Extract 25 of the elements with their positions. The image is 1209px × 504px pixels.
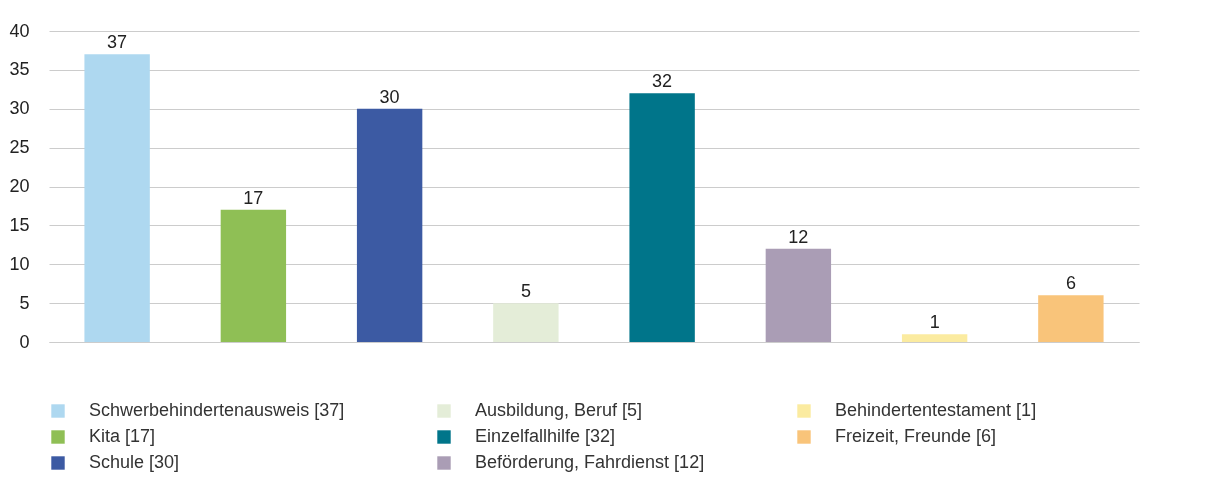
legend-label: Freizeit, Freunde [6] <box>835 426 997 446</box>
data-label: 37 <box>107 32 128 53</box>
y-tick-label: 10 <box>9 253 30 274</box>
y-tick-label: 40 <box>9 20 30 41</box>
legend-label: Einzelfallhilfe [32] <box>475 426 616 446</box>
y-tick-label: 0 <box>19 331 30 352</box>
data-label: 17 <box>243 187 264 208</box>
data-label: 12 <box>788 226 809 247</box>
y-tick-label: 30 <box>9 98 30 119</box>
legend-label: Beförderung, Fahrdienst [12] <box>475 452 705 472</box>
y-tick-label: 5 <box>19 292 30 313</box>
y-tick-label: 35 <box>9 59 30 80</box>
y-tick-label: 25 <box>9 137 30 158</box>
legend-label: Schule [30] <box>89 452 180 472</box>
data-label: 30 <box>379 86 400 107</box>
legend-label: Behindertentestament [1] <box>835 400 1037 420</box>
legend-label: Schwerbehindertenausweis [37] <box>89 400 345 420</box>
y-tick-label: 20 <box>9 176 30 196</box>
data-label: 5 <box>520 281 531 302</box>
legend-label: Ausbildung, Beruf [5] <box>475 400 643 420</box>
data-label: 32 <box>652 71 673 92</box>
data-label: 1 <box>929 312 940 333</box>
data-label: 6 <box>1065 273 1076 294</box>
legend-label: Kita [17] <box>89 426 156 446</box>
y-tick-label: 15 <box>9 214 30 235</box>
